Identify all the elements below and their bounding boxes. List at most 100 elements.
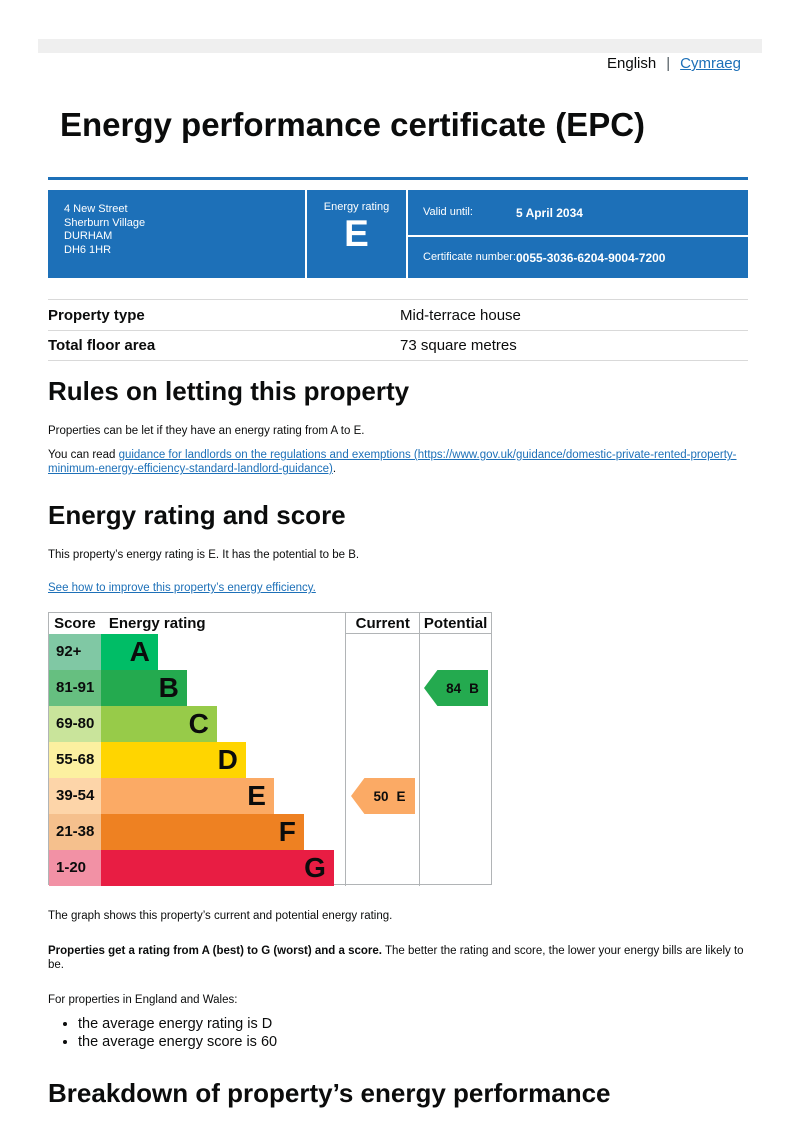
potential-column-cell <box>419 850 491 886</box>
potential-column-cell <box>419 706 491 742</box>
address-line-1: 4 New Street <box>64 203 128 215</box>
band-score-range: 92+ <box>49 634 101 670</box>
lang-english-label: English <box>607 55 657 72</box>
band-score-range: 1-20 <box>49 850 101 886</box>
band-row-d: 55-68 D <box>49 742 491 778</box>
potential-column-header: Potential <box>419 613 491 634</box>
averages-list: the average energy rating is D the avera… <box>78 1016 748 1051</box>
certificate-summary-box: 4 New Street Sherburn Village DURHAM DH6… <box>48 190 748 278</box>
potential-rating-arrow-band: B <box>469 680 479 696</box>
band-score-range: 81-91 <box>49 670 101 706</box>
band-score-range: 39-54 <box>49 778 101 814</box>
certificate-number-label: Certificate number: <box>423 251 516 263</box>
rules-para1: Properties can be let if they have an en… <box>48 425 365 437</box>
band-bar-zone: F <box>100 814 345 850</box>
band-row-c: 69-80 C <box>49 706 491 742</box>
score-column-header: Score <box>54 615 96 632</box>
potential-column-cell <box>419 742 491 778</box>
potential-rating-arrow: 84 B <box>424 670 488 706</box>
energy-rating-column-header: Energy rating <box>108 615 206 632</box>
certificate-number-value: 0055-3036-6204-9004-7200 <box>516 250 666 265</box>
current-column-cell <box>345 850 419 886</box>
landlord-guidance-link[interactable]: guidance for landlords on the regulation… <box>48 449 737 475</box>
band-score-range: 55-68 <box>49 742 101 778</box>
lang-cymraeg-link[interactable]: Cymraeg <box>680 55 741 72</box>
improve-efficiency-link[interactable]: See how to improve this property’s energ… <box>48 582 316 594</box>
property-facts: Property type Mid-terrace house Total fl… <box>48 299 748 361</box>
band-bar-zone: D <box>100 742 345 778</box>
energy-rating-heading: Energy rating and score <box>48 500 346 530</box>
epc-band-graph: Score Energy rating Current Potential 92+ A 81… <box>48 612 492 886</box>
rating-scale-para: Properties get a rating from A (best) to… <box>48 944 748 972</box>
title-divider <box>48 177 748 180</box>
band-bar-c: C <box>100 706 217 742</box>
band-bar-zone: E <box>100 778 345 814</box>
current-rating-arrow-score: 50 <box>373 788 389 804</box>
energy-rating-value: E <box>344 213 369 254</box>
band-score-range: 21-38 <box>49 814 101 850</box>
band-row-f: 21-38 F <box>49 814 491 850</box>
rules-para2: You can read guidance for landlords on t… <box>48 448 748 476</box>
average-score-item: the average energy score is 60 <box>78 1034 748 1051</box>
valid-until-row: Valid until: 5 April 2034 <box>408 190 748 235</box>
improve-link-para: See how to improve this property’s energ… <box>48 581 748 595</box>
energy-rating-label: Energy rating <box>323 201 390 213</box>
certificate-number-row: Certificate number: 0055-3036-6204-9004-… <box>408 235 748 278</box>
address-line-3: DURHAM <box>64 230 113 242</box>
current-column-cell <box>345 634 419 670</box>
rating-summary-para: This property’s energy rating is E. It h… <box>48 549 360 561</box>
top-strip <box>38 39 762 53</box>
rating-scale-rest: The better the rating and score, the low… <box>48 945 744 971</box>
chart-header-row: Score Energy rating Current Potential <box>49 613 491 634</box>
rules-heading: Rules on letting this property <box>48 376 410 406</box>
property-address: 4 New Street Sherburn Village DURHAM DH6… <box>48 190 305 278</box>
rules-para2-suffix: . <box>332 463 337 475</box>
rules-para2-prefix: You can read <box>48 449 119 461</box>
england-wales-para: For properties in England and Wales: <box>48 994 238 1006</box>
band-row-a: 92+ A <box>49 634 491 670</box>
property-type-value: Mid-terrace house <box>400 306 521 324</box>
floor-area-label: Total floor area <box>48 337 156 354</box>
potential-column-cell <box>419 670 491 706</box>
certificate-meta-cell: Valid until: 5 April 2034 Certificate nu… <box>406 190 748 278</box>
floor-area-value: 73 square metres <box>400 337 517 354</box>
average-rating-item: the average energy rating is D <box>78 1016 748 1033</box>
band-bar-d: D <box>100 742 246 778</box>
current-rating-arrow: 50 E <box>351 778 415 814</box>
band-bar-zone: A <box>100 634 345 670</box>
band-bar-f: F <box>100 814 304 850</box>
address-line-4: DH6 1HR <box>64 243 112 256</box>
band-bar-zone: B <box>100 670 345 706</box>
energy-rating-cell: Energy rating E <box>305 190 406 278</box>
band-bar-e: E <box>100 778 274 814</box>
graph-explainer-para: The graph shows this property’s current … <box>48 910 393 922</box>
band-bar-a: A <box>100 634 158 670</box>
property-type-row: Property type Mid-terrace house <box>48 299 748 330</box>
current-column-header: Current <box>345 613 420 634</box>
current-column-cell <box>345 670 419 706</box>
property-type-label: Property type <box>48 306 145 324</box>
current-column-cell <box>345 814 419 850</box>
potential-column-cell <box>419 778 491 814</box>
lang-separator: | <box>666 55 671 72</box>
floor-area-row: Total floor area 73 square metres <box>48 330 748 361</box>
band-bar-g: G <box>100 850 334 886</box>
potential-column-cell <box>419 814 491 850</box>
language-switcher: English | Cymraeg <box>0 55 741 72</box>
breakdown-heading: Breakdown of property’s energy performan… <box>48 1078 611 1108</box>
page-title: Energy performance certificate (EPC) <box>60 106 646 143</box>
valid-until-label: Valid until: <box>423 206 473 218</box>
band-score-range: 69-80 <box>49 706 101 742</box>
current-column-cell <box>345 778 419 814</box>
valid-until-value: 5 April 2034 <box>516 205 583 220</box>
main-content: Energy performance certificate (EPC) 4 N… <box>48 106 748 1108</box>
band-bar-zone: C <box>100 706 345 742</box>
current-column-cell <box>345 706 419 742</box>
band-bar-zone: G <box>100 850 345 886</box>
band-row-b: 81-91 B <box>49 670 491 706</box>
potential-column-cell <box>419 634 491 670</box>
band-row-e: 39-54 E <box>49 778 491 814</box>
band-bar-b: B <box>100 670 187 706</box>
potential-rating-arrow-score: 84 <box>446 680 462 696</box>
current-rating-arrow-band: E <box>396 788 406 804</box>
